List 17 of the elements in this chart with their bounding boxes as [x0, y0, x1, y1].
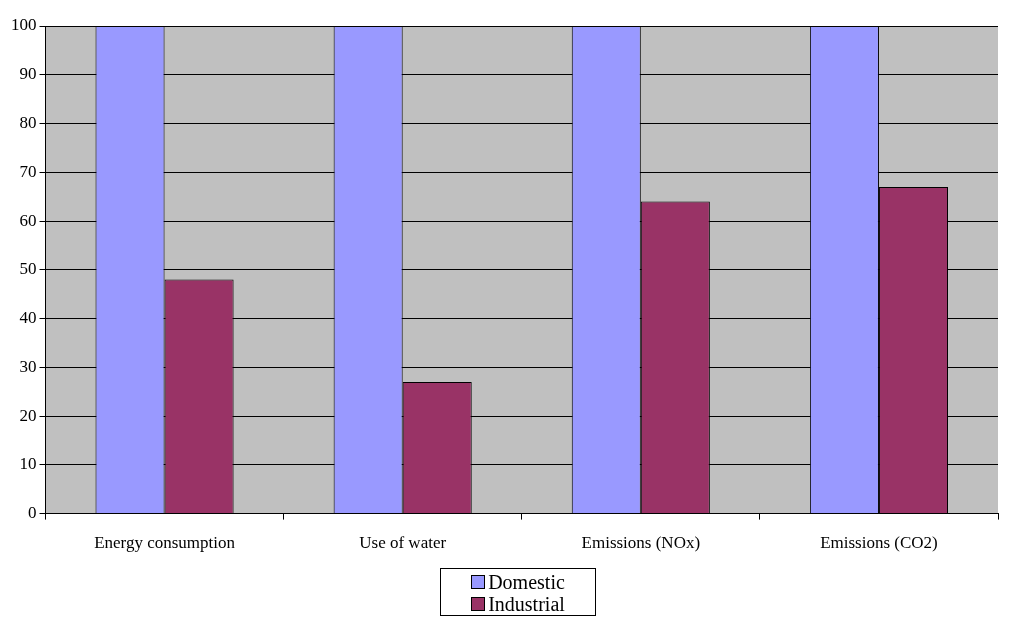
- y-tick-label: 90: [19, 64, 37, 84]
- y-tick-label: 10: [19, 454, 37, 474]
- y-tick-label: 50: [19, 259, 37, 279]
- x-tick-label: Emissions (CO2): [820, 533, 938, 553]
- x-tick-label: Use of water: [359, 533, 447, 553]
- y-tick-label: 70: [19, 161, 37, 181]
- legend-label: Domestic: [488, 571, 565, 593]
- legend-label: Industrial: [488, 593, 565, 615]
- y-tick-label: 0: [28, 503, 37, 523]
- y-tick-label: 80: [19, 112, 37, 132]
- y-tick-label: 30: [19, 356, 37, 376]
- x-tick-label: Energy consumption: [94, 533, 236, 553]
- y-tick-label: 20: [19, 405, 37, 425]
- y-tick-label: 60: [19, 210, 37, 230]
- y-tick-label: 100: [11, 15, 37, 35]
- x-tick-label: Emissions (NOx): [581, 533, 701, 553]
- y-tick-label: 40: [19, 308, 37, 328]
